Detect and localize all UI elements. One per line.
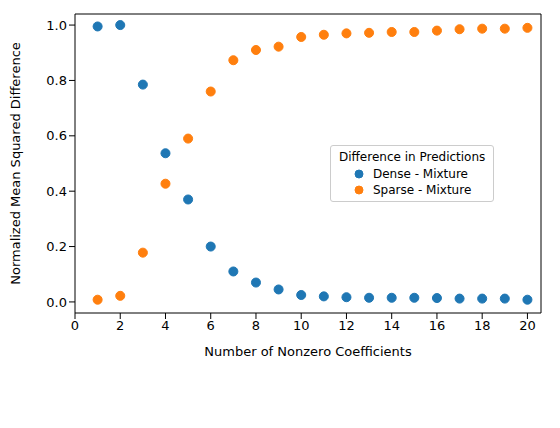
svg-text:16: 16 — [429, 318, 446, 333]
svg-text:0.2: 0.2 — [46, 239, 67, 254]
html-text:Dense - Mixture: Dense - Mixture — [373, 167, 468, 181]
svg-text:8: 8 — [252, 318, 260, 333]
svg-text:18: 18 — [474, 318, 491, 333]
svg-text:2: 2 — [116, 318, 124, 333]
svg-text:0: 0 — [71, 318, 79, 333]
svg-text:0.4: 0.4 — [46, 184, 67, 199]
svg-text:10: 10 — [293, 318, 310, 333]
svg-text:0.0: 0.0 — [46, 295, 67, 310]
html-text:Difference in Predictions: Difference in Predictions — [339, 150, 486, 164]
svg-text:6: 6 — [207, 318, 215, 333]
svg-text:Normalized Mean Squared Differ: Normalized Mean Squared Difference — [8, 42, 23, 285]
svg-text:12: 12 — [338, 318, 355, 333]
svg-text:1.0: 1.0 — [46, 18, 67, 33]
svg-text:20: 20 — [519, 318, 536, 333]
svg-text:0.6: 0.6 — [46, 128, 67, 143]
svg-text:14: 14 — [383, 318, 400, 333]
svg-text:Number of Nonzero Coefficients: Number of Nonzero Coefficients — [204, 344, 412, 359]
svg-text:4: 4 — [161, 318, 169, 333]
svg-text:0.8: 0.8 — [46, 73, 67, 88]
html-text:Sparse - Mixture: Sparse - Mixture — [373, 183, 472, 197]
